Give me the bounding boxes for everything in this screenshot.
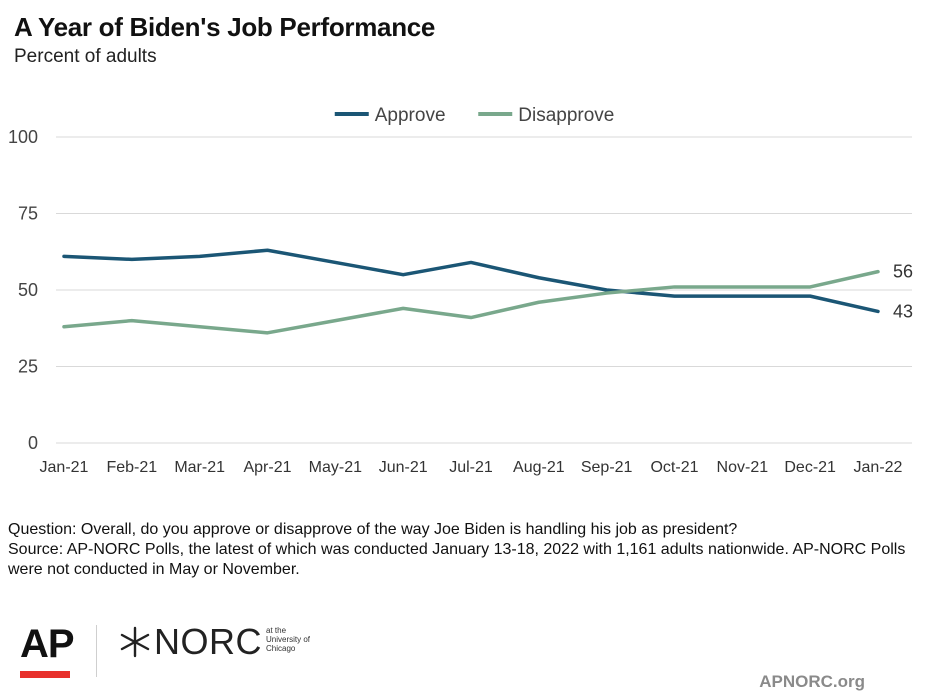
line-chart: 0 25 50 75 100 Jan-21 Feb-21 Mar-21 Apr-21 May-2… xyxy=(8,105,913,476)
ap-logo-accent-bar xyxy=(20,671,70,678)
gridlines xyxy=(56,136,912,444)
logo-divider xyxy=(96,625,97,677)
x-tick-labels: Jan-21 Feb-21 Mar-21 Apr-21 May-21 Jun-21 Jul-… xyxy=(40,459,903,476)
legend-label-disapprove: Disapprove xyxy=(518,105,614,126)
chart-notes: Question: Overall, do you approve or dis… xyxy=(8,520,913,580)
y-tick-labels: 0 25 50 75 100 xyxy=(8,127,38,453)
x-tick-label: Sep-21 xyxy=(581,459,633,476)
y-tick-label: 100 xyxy=(8,127,38,147)
chart-title: A Year of Biden's Job Performance xyxy=(14,12,436,42)
y-tick-label: 50 xyxy=(18,280,38,300)
series-line-approve xyxy=(62,248,880,314)
x-tick-label: Oct-21 xyxy=(650,459,698,476)
norc-star-icon xyxy=(120,626,150,658)
end-label-disapprove: 56 xyxy=(893,262,913,282)
x-tick-label: Jun-21 xyxy=(379,459,428,476)
x-tick-label: Nov-21 xyxy=(717,459,769,476)
x-tick-label: May-21 xyxy=(309,459,362,476)
end-label-approve: 43 xyxy=(893,301,913,321)
site-url[interactable]: APNORC.org xyxy=(759,672,865,691)
x-tick-label: Jul-21 xyxy=(449,459,493,476)
series-lines xyxy=(62,248,880,335)
y-tick-label: 0 xyxy=(28,433,38,453)
series-line-disapprove xyxy=(62,269,880,335)
x-tick-label: Apr-21 xyxy=(243,459,291,476)
x-tick-label: Mar-21 xyxy=(174,459,225,476)
x-tick-label: Aug-21 xyxy=(513,459,565,476)
legend-label-approve: Approve xyxy=(375,105,446,126)
x-tick-label: Jan-21 xyxy=(40,459,89,476)
chart-subtitle: Percent of adults xyxy=(14,46,157,67)
norc-wordmark: NORC xyxy=(154,621,262,662)
y-tick-label: 25 xyxy=(18,357,38,377)
x-tick-label: Dec-21 xyxy=(784,459,836,476)
x-tick-label: Jan-22 xyxy=(854,459,903,476)
norc-logo: NORC at the University of Chicago xyxy=(118,620,310,664)
legend: Approve Disapprove xyxy=(334,105,614,126)
norc-subtext: at the University of Chicago xyxy=(266,625,311,653)
end-labels: 43 56 xyxy=(893,262,913,322)
source-note: Source: AP-NORC Polls, the latest of whi… xyxy=(8,541,906,578)
question-note: Question: Overall, do you approve or dis… xyxy=(8,521,738,538)
x-tick-label: Feb-21 xyxy=(106,459,157,476)
ap-logo: AP xyxy=(20,622,75,666)
y-tick-label: 75 xyxy=(18,204,38,224)
